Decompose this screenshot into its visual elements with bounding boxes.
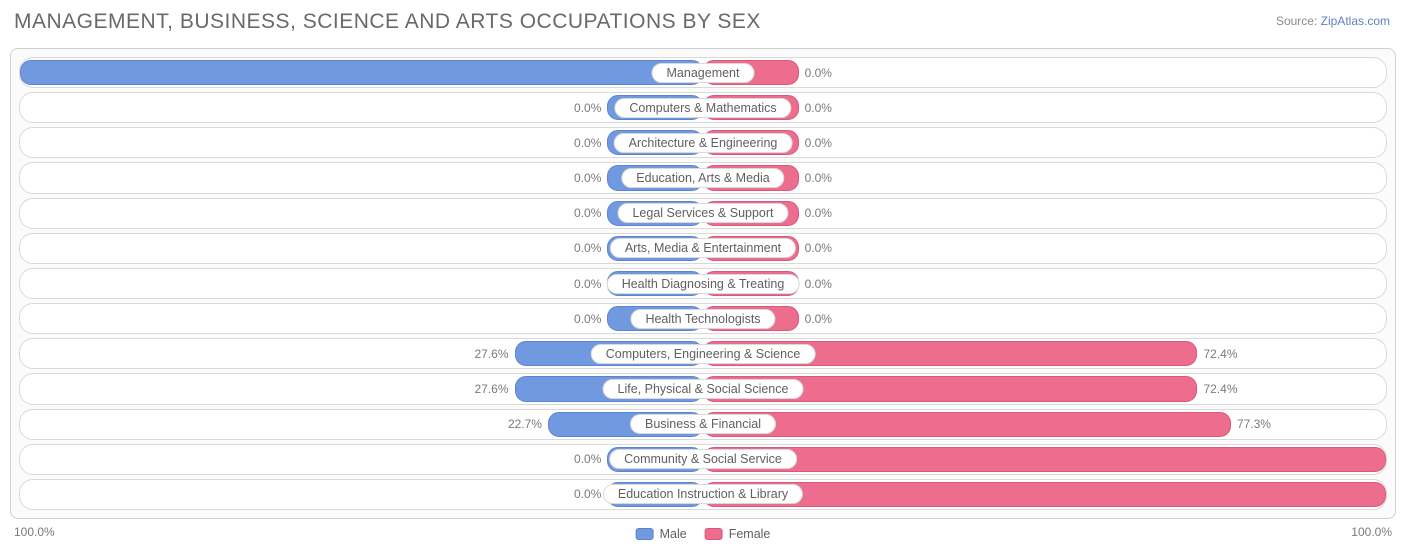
female-bar xyxy=(703,447,1386,472)
chart-row: 0.0% 0.0% Education, Arts & Media xyxy=(19,162,1387,193)
chart-row: 27.6% 72.4% Life, Physical & Social Scienc… xyxy=(19,373,1387,404)
female-pct: 72.4% xyxy=(1203,382,1237,396)
legend-female: Female xyxy=(705,527,771,541)
chart-row: 0.0% 0.0% Health Technologists xyxy=(19,303,1387,334)
chart-row: 22.7% 77.3% Business & Financial xyxy=(19,409,1387,440)
category-label: Life, Physical & Social Science xyxy=(603,379,804,399)
legend-male-label: Male xyxy=(660,527,687,541)
male-pct: 0.0% xyxy=(574,101,601,115)
male-pct: 0.0% xyxy=(574,136,601,150)
male-pct: 0.0% xyxy=(574,452,601,466)
female-bar xyxy=(703,412,1231,437)
female-pct: 0.0% xyxy=(805,277,832,291)
source-value: ZipAtlas.com xyxy=(1321,14,1390,28)
chart-row: 0.0% 0.0% Computers & Mathematics xyxy=(19,92,1387,123)
legend-male-swatch xyxy=(636,528,654,540)
male-pct: 27.6% xyxy=(474,347,508,361)
male-pct: 0.0% xyxy=(574,171,601,185)
chart-row: 0.0% 0.0% Legal Services & Support xyxy=(19,198,1387,229)
chart-row: 0.0% 0.0% Health Diagnosing & Treating xyxy=(19,268,1387,299)
female-pct: 0.0% xyxy=(805,101,832,115)
female-pct: 72.4% xyxy=(1203,347,1237,361)
category-label: Computers & Mathematics xyxy=(614,98,791,118)
female-pct: 0.0% xyxy=(805,206,832,220)
male-pct: 0.0% xyxy=(574,206,601,220)
category-label: Education, Arts & Media xyxy=(621,168,784,188)
category-label: Health Technologists xyxy=(630,309,775,329)
male-bar xyxy=(20,60,703,85)
legend-female-swatch xyxy=(705,528,723,540)
category-label: Health Diagnosing & Treating xyxy=(607,274,800,294)
source-label: Source: xyxy=(1276,14,1317,28)
chart-row: 0.0%100.0%Community & Social Service xyxy=(19,444,1387,475)
category-label: Arts, Media & Entertainment xyxy=(610,238,796,258)
chart-title: MANAGEMENT, BUSINESS, SCIENCE AND ARTS O… xyxy=(14,10,761,34)
chart-row: 0.0%100.0%Education Instruction & Librar… xyxy=(19,479,1387,510)
female-pct: 0.0% xyxy=(805,66,832,80)
chart-row: 27.6% 72.4% Computers, Engineering & Scien… xyxy=(19,338,1387,369)
male-pct: 22.7% xyxy=(508,417,542,431)
chart-row: 0.0% 0.0% Architecture & Engineering xyxy=(19,127,1387,158)
male-pct: 27.6% xyxy=(474,382,508,396)
category-label: Legal Services & Support xyxy=(617,203,788,223)
female-pct: 0.0% xyxy=(805,241,832,255)
male-pct: 0.0% xyxy=(574,241,601,255)
female-bar xyxy=(703,482,1386,507)
male-pct: 0.0% xyxy=(574,277,601,291)
legend: Male Female xyxy=(636,527,771,541)
chart-panel: 100.0%0.0%Management0.0%0.0%Computers & … xyxy=(10,48,1396,519)
male-pct: 0.0% xyxy=(574,312,601,326)
category-label: Business & Financial xyxy=(630,414,776,434)
axis-right-label: 100.0% xyxy=(1351,525,1392,539)
legend-female-label: Female xyxy=(729,527,771,541)
axis-left-label: 100.0% xyxy=(14,525,55,539)
category-label: Education Instruction & Library xyxy=(603,484,803,504)
female-pct: 77.3% xyxy=(1237,417,1271,431)
female-pct: 0.0% xyxy=(805,312,832,326)
legend-male: Male xyxy=(636,527,687,541)
source-credit: Source: ZipAtlas.com xyxy=(1276,14,1390,28)
chart-row: 0.0% 0.0% Arts, Media & Entertainment xyxy=(19,233,1387,264)
category-label: Computers, Engineering & Science xyxy=(591,344,816,364)
category-label: Architecture & Engineering xyxy=(614,133,793,153)
female-pct: 0.0% xyxy=(805,136,832,150)
category-label: Management xyxy=(652,63,755,83)
female-pct: 0.0% xyxy=(805,171,832,185)
category-label: Community & Social Service xyxy=(609,449,797,469)
chart-row: 100.0%0.0%Management xyxy=(19,57,1387,88)
male-pct: 0.0% xyxy=(574,487,601,501)
